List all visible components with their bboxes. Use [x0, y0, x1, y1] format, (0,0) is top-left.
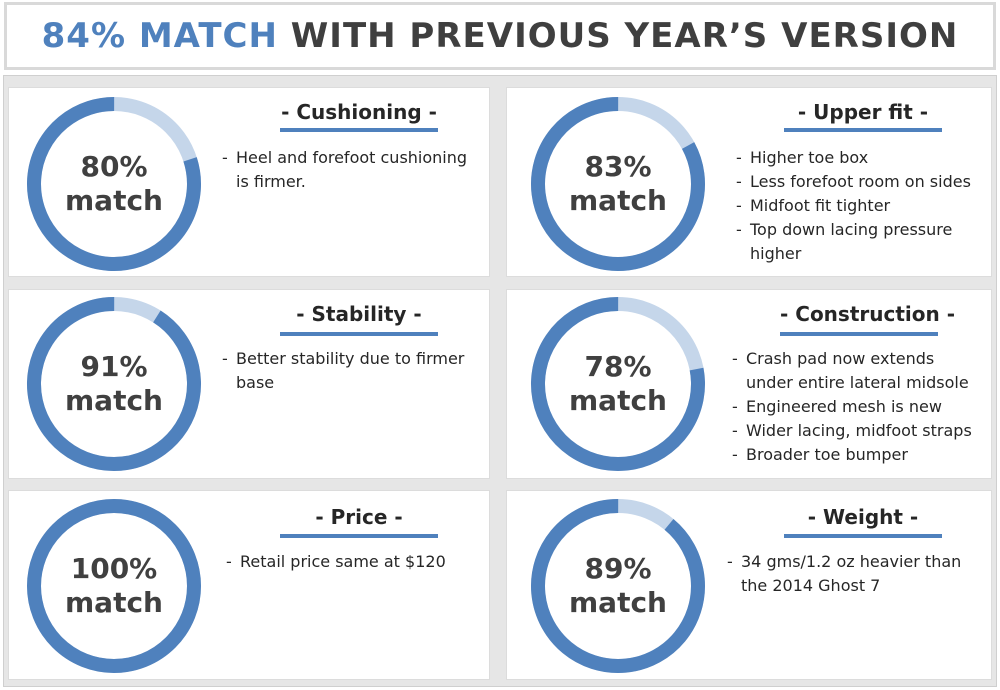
detail-item: Midfoot fit tighter: [736, 194, 986, 218]
card-title: - Cushioning -: [281, 100, 437, 124]
match-label: 83% match: [530, 96, 706, 272]
detail-list: 34 gms/1.2 oz heavier than the 2014 Ghos…: [727, 550, 989, 598]
match-ring-construction: 78% match: [530, 296, 706, 472]
card-title: - Price -: [315, 505, 403, 529]
match-percent: 100%: [70, 552, 158, 585]
match-label: 78% match: [530, 296, 706, 472]
match-word: match: [65, 184, 163, 217]
match-percent: 83%: [584, 150, 652, 183]
page-header: 84% MATCH WITH PREVIOUS YEAR’S VERSION: [4, 2, 996, 70]
card-title: - Upper fit -: [797, 100, 929, 124]
donut-chart: [27, 297, 201, 471]
detail-item: 34 gms/1.2 oz heavier than the 2014 Ghos…: [727, 550, 989, 598]
donut-chart: [531, 499, 705, 673]
match-ring-weight: 89% match: [530, 498, 706, 674]
card-price: [8, 490, 490, 680]
match-ring-price: 100% match: [26, 498, 202, 674]
detail-item: Top down lacing pressure higher: [736, 218, 986, 266]
title-underline: [780, 332, 938, 336]
title-underline: [280, 332, 438, 336]
detail-list: Heel and forefoot cushioning is firmer.: [222, 146, 484, 194]
detail-item: Heel and forefoot cushioning is firmer.: [222, 146, 484, 194]
card-title: - Construction -: [780, 302, 955, 326]
page-title: 84% MATCH WITH PREVIOUS YEAR’S VERSION: [42, 16, 959, 56]
detail-list: Higher toe boxLess forefoot room on side…: [736, 146, 986, 266]
match-word: match: [65, 384, 163, 417]
ring-match-arc: [531, 297, 705, 471]
detail-item: Crash pad now extends under entire later…: [732, 347, 986, 395]
detail-item: Broader toe bumper: [732, 443, 986, 467]
match-label: 80% match: [26, 96, 202, 272]
match-word: match: [569, 586, 667, 619]
overall-match-text: 84% MATCH: [41, 16, 278, 56]
donut-chart: [531, 96, 705, 271]
match-ring-cushioning: 80% match: [26, 96, 202, 272]
ring-match-arc: [27, 297, 201, 471]
donut-chart: [27, 499, 201, 673]
ring-match-arc: [27, 97, 201, 271]
detail-item: Higher toe box: [736, 146, 986, 170]
detail-item: Wider lacing, midfoot straps: [732, 419, 986, 443]
title-underline: [280, 534, 438, 538]
match-label: 100% match: [26, 498, 202, 674]
detail-item: Engineered mesh is new: [732, 395, 986, 419]
match-percent: 89%: [584, 552, 652, 585]
ring-match-arc: [531, 96, 705, 271]
match-label: 89% match: [530, 498, 706, 674]
card-title: - Weight -: [807, 505, 919, 529]
match-word: match: [569, 384, 667, 417]
match-percent: 91%: [80, 350, 148, 383]
match-word: match: [65, 586, 163, 619]
match-percent: 78%: [584, 350, 652, 383]
card-title: - Stability -: [296, 302, 422, 326]
detail-item: Less forefoot room on sides: [736, 170, 986, 194]
detail-item: Retail price same at $120: [226, 550, 484, 574]
donut-chart: [27, 97, 201, 271]
ring-match-arc: [27, 499, 201, 673]
match-ring-upper-fit: 83% match: [530, 96, 706, 272]
donut-chart: [531, 297, 705, 471]
detail-list: Retail price same at $120: [226, 550, 484, 574]
match-percent: 80%: [80, 150, 148, 183]
title-rest-text: WITH PREVIOUS YEAR’S VERSION: [277, 16, 959, 56]
match-label: 91% match: [26, 296, 202, 472]
match-word: match: [569, 184, 667, 217]
detail-list: Crash pad now extends under entire later…: [732, 347, 986, 467]
match-ring-stability: 91% match: [26, 296, 202, 472]
title-underline: [784, 534, 942, 538]
detail-list: Better stability due to firmer base: [222, 347, 484, 395]
title-underline: [784, 128, 942, 132]
detail-item: Better stability due to firmer base: [222, 347, 484, 395]
title-underline: [280, 128, 438, 132]
